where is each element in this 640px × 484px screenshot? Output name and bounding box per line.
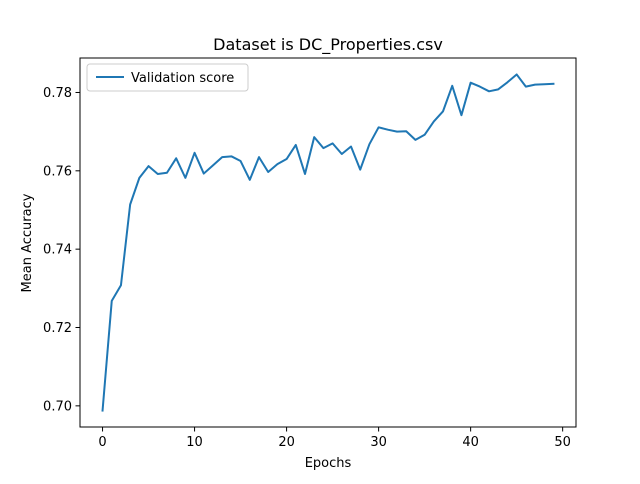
plot-area: 0 10 20 30 40 50 0.70 0.72 0.74 0.76 0.78	[43, 57, 577, 450]
y-tick-label: 0.74	[43, 243, 72, 258]
legend-series-label: Validation score	[131, 71, 234, 86]
x-axis-label: Epochs	[305, 456, 352, 471]
x-tick-label: 40	[462, 435, 479, 450]
series-line-validation-score	[101, 73, 555, 412]
legend: Validation score	[86, 63, 249, 92]
y-tick-label: 0.72	[43, 321, 72, 336]
x-tick-label: 20	[278, 435, 295, 450]
axes-frame	[79, 57, 577, 428]
y-tick-label: 0.70	[43, 399, 72, 414]
chart-title: Dataset is DC_Properties.csv	[213, 35, 443, 55]
y-axis-label: Mean Accuracy	[20, 193, 35, 292]
x-tick-label: 30	[370, 435, 387, 450]
x-tick-label: 10	[186, 435, 203, 450]
y-tick-label: 0.76	[43, 164, 72, 179]
x-tick-label: 50	[554, 435, 571, 450]
x-tick-label: 0	[98, 435, 106, 450]
legend-box	[86, 63, 249, 92]
y-tick-label: 0.78	[43, 86, 72, 101]
